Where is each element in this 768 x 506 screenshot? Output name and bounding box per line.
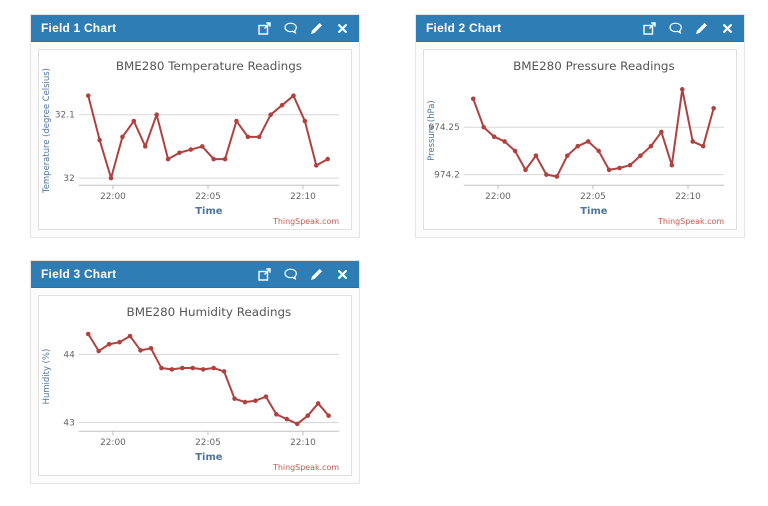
svg-text:BME280 Humidity Readings: BME280 Humidity Readings bbox=[127, 305, 292, 319]
svg-text:974.2: 974.2 bbox=[434, 171, 460, 181]
svg-text:ThingSpeak.com: ThingSpeak.com bbox=[272, 463, 339, 472]
field3-chart: BME280 Humidity Readings 43 44 22:00 22:05 22… bbox=[38, 295, 352, 476]
edit-icon[interactable] bbox=[695, 22, 708, 35]
panel-title: Field 1 Chart bbox=[41, 21, 117, 35]
field3-panel-body: BME280 Humidity Readings 43 44 22:00 22:05 22… bbox=[31, 288, 359, 483]
svg-text:974.25: 974.25 bbox=[429, 123, 460, 133]
field3-chart-svg: BME280 Humidity Readings 43 44 22:00 22:05 22… bbox=[41, 305, 339, 472]
svg-text:22:10: 22:10 bbox=[675, 192, 701, 202]
edit-icon[interactable] bbox=[310, 268, 323, 281]
panel-header-actions bbox=[643, 21, 734, 35]
svg-text:44: 44 bbox=[63, 350, 75, 360]
field2-panel-body: BME280 Pressure Readings 974.2 974.25 22:00… bbox=[416, 42, 744, 237]
svg-text:43: 43 bbox=[63, 418, 74, 428]
panel-title: Field 2 Chart bbox=[426, 21, 502, 35]
panel-header-actions bbox=[258, 267, 349, 281]
field1-chart-panel: Field 1 Chart BME280 Temperature Reading… bbox=[30, 14, 360, 238]
external-link-icon[interactable] bbox=[258, 267, 271, 281]
svg-text:22:05: 22:05 bbox=[580, 192, 606, 202]
svg-text:Humidity (%): Humidity (%) bbox=[41, 349, 51, 405]
field3-panel-header: Field 3 Chart bbox=[31, 261, 359, 288]
field1-chart-svg: BME280 Temperature Readings 32 32.1 22:00 22… bbox=[41, 59, 339, 226]
field2-chart-svg: BME280 Pressure Readings 974.2 974.25 22:00… bbox=[426, 59, 724, 226]
svg-text:22:10: 22:10 bbox=[290, 438, 316, 448]
panel-title: Field 3 Chart bbox=[41, 267, 117, 281]
svg-text:Time: Time bbox=[195, 206, 223, 217]
field1-panel-header: Field 1 Chart bbox=[31, 15, 359, 42]
comment-icon[interactable] bbox=[284, 268, 297, 281]
svg-text:22:00: 22:00 bbox=[485, 192, 511, 202]
panel-header-actions bbox=[258, 21, 349, 35]
svg-text:Pressure (hPa): Pressure (hPa) bbox=[426, 100, 436, 161]
close-icon[interactable] bbox=[336, 268, 349, 281]
svg-text:22:05: 22:05 bbox=[195, 438, 221, 448]
external-link-icon[interactable] bbox=[643, 21, 656, 35]
svg-text:32.1: 32.1 bbox=[55, 111, 75, 121]
svg-text:22:00: 22:00 bbox=[100, 192, 126, 202]
comment-icon[interactable] bbox=[284, 22, 297, 35]
edit-icon[interactable] bbox=[310, 22, 323, 35]
svg-text:Time: Time bbox=[195, 452, 223, 463]
field2-chart: BME280 Pressure Readings 974.2 974.25 22:00… bbox=[423, 49, 737, 230]
close-icon[interactable] bbox=[336, 22, 349, 35]
svg-text:ThingSpeak.com: ThingSpeak.com bbox=[657, 217, 724, 226]
svg-text:Temperature (degree Celsius): Temperature (degree Celsius) bbox=[41, 68, 51, 194]
svg-text:ThingSpeak.com: ThingSpeak.com bbox=[272, 217, 339, 226]
comment-icon[interactable] bbox=[669, 22, 682, 35]
svg-text:22:00: 22:00 bbox=[100, 438, 126, 448]
field1-panel-body: BME280 Temperature Readings 32 32.1 22:00 22… bbox=[31, 42, 359, 237]
close-icon[interactable] bbox=[721, 22, 734, 35]
field2-panel-header: Field 2 Chart bbox=[416, 15, 744, 42]
svg-text:Time: Time bbox=[580, 206, 608, 217]
svg-text:BME280 Temperature Readings: BME280 Temperature Readings bbox=[116, 59, 302, 73]
svg-text:22:05: 22:05 bbox=[195, 192, 221, 202]
svg-text:BME280 Pressure Readings: BME280 Pressure Readings bbox=[513, 59, 675, 73]
svg-text:32: 32 bbox=[63, 174, 74, 184]
field2-chart-panel: Field 2 Chart BME280 Pressure Readings 97… bbox=[415, 14, 745, 238]
field1-chart: BME280 Temperature Readings 32 32.1 22:00 22… bbox=[38, 49, 352, 230]
field3-chart-panel: Field 3 Chart BME280 Humidity Readings 43… bbox=[30, 260, 360, 484]
external-link-icon[interactable] bbox=[258, 21, 271, 35]
svg-text:22:10: 22:10 bbox=[290, 192, 316, 202]
